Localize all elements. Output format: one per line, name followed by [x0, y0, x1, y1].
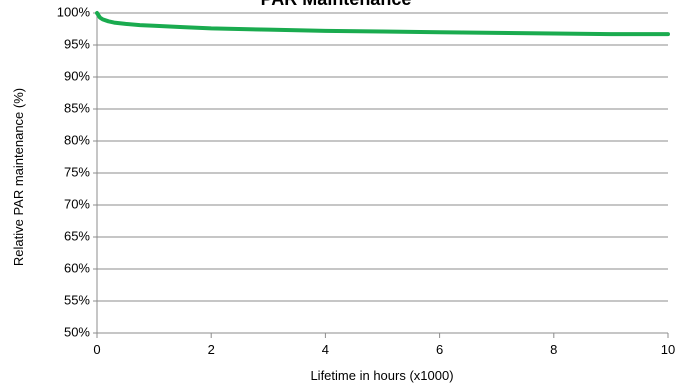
y-tick-labels: 50% 55% 60% 65% 70% 75% 80% 85% 90% 95% 100%: [57, 4, 91, 339]
x-tick-label: 4: [322, 342, 329, 357]
y-tick-label: 55%: [64, 292, 90, 307]
x-axis-title: Lifetime in hours (x1000): [310, 368, 453, 383]
x-tick-label: 6: [436, 342, 443, 357]
x-tick-labels: 0 2 4 6 8 10: [93, 342, 675, 357]
y-tick-label: 80%: [64, 132, 90, 147]
y-tick-label: 95%: [64, 36, 90, 51]
gridlines: [97, 12, 668, 334]
y-tick-label: 60%: [64, 260, 90, 275]
y-tick-label: 100%: [57, 4, 91, 19]
y-tick-label: 85%: [64, 100, 90, 115]
y-tick-label: 90%: [64, 68, 90, 83]
axes: [93, 12, 669, 338]
y-tick-label: 75%: [64, 164, 90, 179]
y-tick-label: 70%: [64, 196, 90, 211]
y-tick-label: 50%: [64, 324, 90, 339]
series-line: [95, 11, 670, 37]
x-tick-label: 8: [550, 342, 557, 357]
y-tick-label: 65%: [64, 228, 90, 243]
x-tick-label: 10: [661, 342, 675, 357]
series-lines: [95, 11, 670, 37]
x-tick-label: 2: [208, 342, 215, 357]
y-axis-title: Relative PAR maintenance (%): [11, 88, 26, 266]
x-tick-label: 0: [93, 342, 100, 357]
chart-title: PAR Maintenance: [261, 0, 412, 9]
